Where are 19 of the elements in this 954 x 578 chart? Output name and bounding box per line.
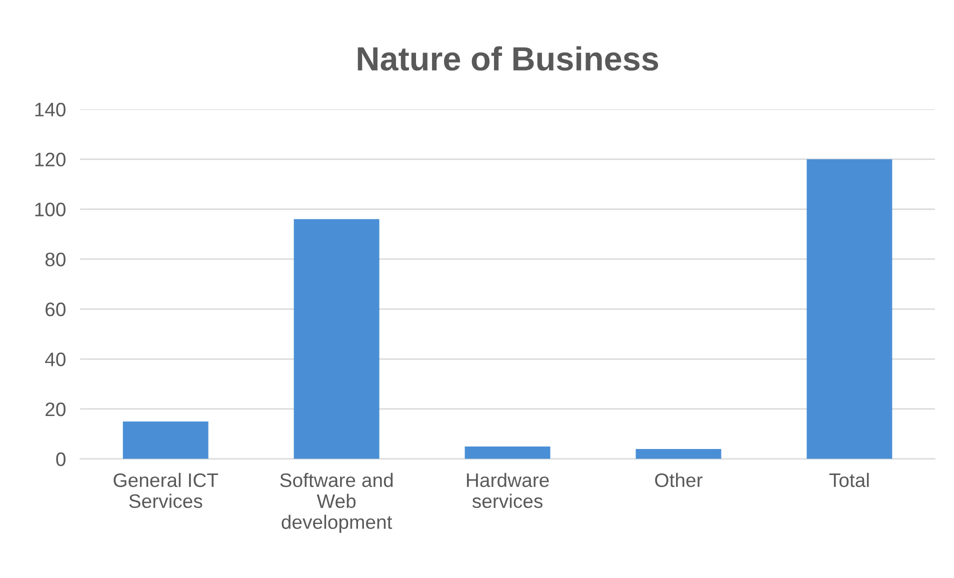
y-tick-label: 20 — [46, 402, 66, 416]
y-tick-label: 120 — [35, 152, 66, 166]
y-tick-label: 140 — [35, 102, 66, 116]
bar — [806, 159, 892, 459]
bar — [636, 448, 722, 459]
y-tick-label: 40 — [45, 352, 66, 366]
chart-title: Nature of Business — [358, 46, 658, 71]
y-tick-label: 80 — [45, 252, 66, 266]
bar — [294, 219, 380, 459]
y-tick-label: 100 — [35, 202, 66, 216]
x-tick-label: Software and Web development — [280, 472, 393, 533]
x-tick-label: Hardware services — [466, 472, 549, 508]
x-tick-label: Total — [829, 472, 869, 488]
x-tick-label: General ICT Services — [114, 472, 218, 508]
bar — [464, 446, 550, 459]
x-tick-label: Other — [655, 472, 702, 488]
y-tick-label: 0 — [56, 452, 66, 466]
y-tick-label: 60 — [46, 302, 66, 316]
bar — [122, 421, 208, 459]
